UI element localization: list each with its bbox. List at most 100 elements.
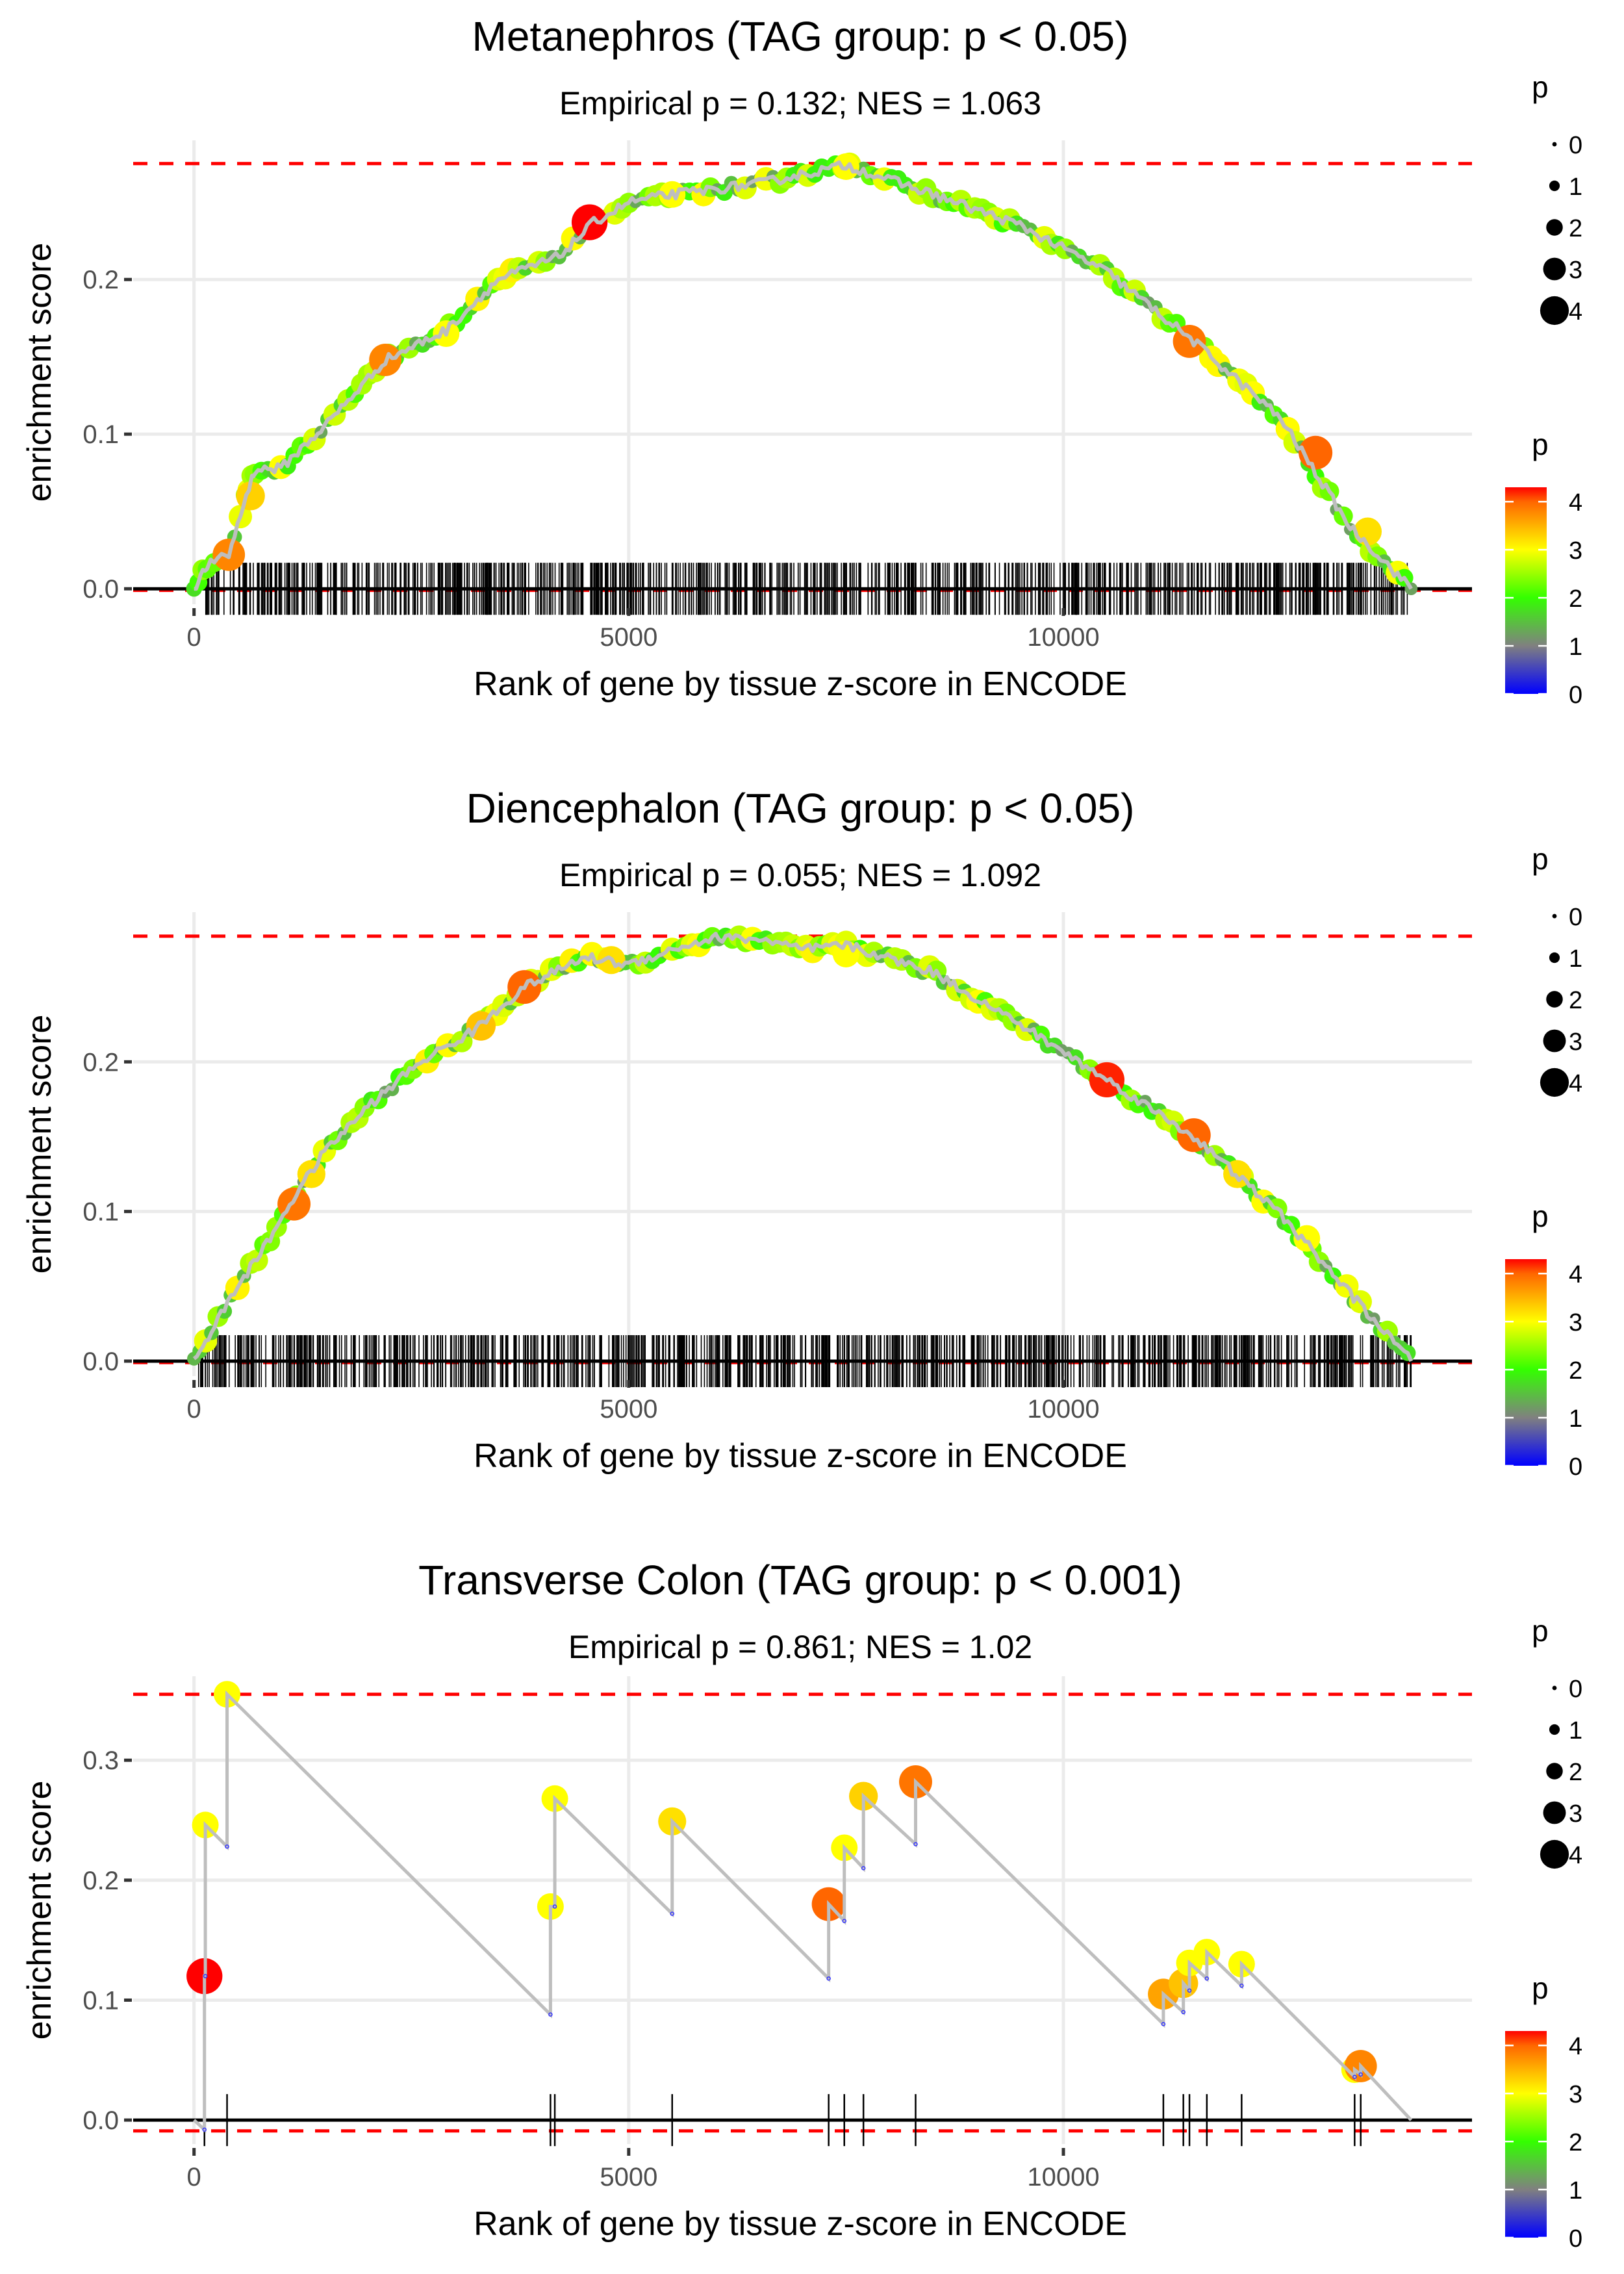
panel-transverse-colon: Transverse Colon (TAG group: p < 0.001) E… — [21, 1557, 1582, 2253]
low-point — [1358, 2072, 1363, 2077]
size-legend-label: 0 — [1569, 904, 1582, 931]
x-tick-label: 10000 — [1027, 1395, 1099, 1424]
color-legend-title: p — [1532, 1971, 1549, 2005]
y-tick-label: 0.1 — [82, 420, 119, 449]
x-tick-label: 10000 — [1027, 623, 1099, 652]
grid-lines — [133, 1676, 1472, 2144]
size-legend-label: 0 — [1569, 132, 1582, 159]
colorbar — [1505, 1259, 1547, 1466]
gene-rug — [197, 1335, 1412, 1387]
size-legend-key — [1546, 1763, 1563, 1780]
color-legend-label: 3 — [1569, 1309, 1582, 1336]
x-tick-label: 5000 — [600, 1395, 657, 1424]
size-legend-label: 1 — [1569, 945, 1582, 973]
chart-title: Diencephalon (TAG group: p < 0.05) — [466, 785, 1135, 832]
low-point — [1187, 1988, 1192, 1993]
color-legend-label: 2 — [1569, 2129, 1582, 2156]
low-point — [670, 1911, 675, 1916]
x-axis-title: Rank of gene by tissue z-score in ENCODE — [474, 2205, 1127, 2243]
color-legend-label: 3 — [1569, 2081, 1582, 2108]
low-point — [1352, 2075, 1357, 2079]
low-point — [1181, 2010, 1186, 2015]
y-axis-title: enrichment score — [21, 243, 58, 502]
y-tick-label: 0.2 — [82, 1867, 119, 1895]
chart-title: Transverse Colon (TAG group: p < 0.001) — [418, 1557, 1182, 1603]
size-legend-label: 2 — [1569, 1759, 1582, 1786]
data-point-highlight — [1293, 1225, 1321, 1252]
color-legend-label: 0 — [1569, 682, 1582, 709]
running-es-line — [192, 932, 1414, 1362]
chart-subtitle: Empirical p = 0.132; NES = 1.063 — [559, 85, 1041, 121]
y-tick-label: 0.2 — [82, 1048, 119, 1077]
low-point — [552, 1904, 557, 1909]
enrichment-series — [187, 925, 1416, 1366]
y-tick-label: 0.3 — [82, 1746, 119, 1775]
y-axis-title: enrichment score — [21, 1015, 58, 1274]
running-es-line — [194, 160, 1413, 591]
size-legend-key — [1552, 1685, 1557, 1691]
size-legend-key — [1549, 1724, 1560, 1735]
color-legend-label: 2 — [1569, 1357, 1582, 1385]
color-legend-label: 1 — [1569, 1405, 1582, 1433]
size-legend-key — [1540, 296, 1569, 326]
color-legend-label: 2 — [1569, 585, 1582, 613]
size-legend-key — [1549, 180, 1560, 192]
running-es-line — [192, 1690, 1413, 2134]
chart-title: Metanephros (TAG group: p < 0.05) — [472, 13, 1129, 60]
size-legend: p 0 1 2 3 4 — [1532, 1614, 1582, 1869]
size-legend-key — [1543, 1029, 1566, 1053]
x-tick-label: 0 — [187, 2163, 201, 2191]
low-point — [202, 2127, 207, 2132]
size-legend-title: p — [1532, 1614, 1549, 1648]
x-tick-label: 5000 — [600, 2163, 657, 2191]
low-point — [826, 1976, 831, 1981]
size-legend-title: p — [1532, 842, 1549, 876]
chart-subtitle: Empirical p = 0.861; NES = 1.02 — [568, 1629, 1032, 1665]
size-legend-label: 4 — [1569, 1842, 1582, 1869]
x-axis-title: Rank of gene by tissue z-score in ENCODE — [474, 665, 1127, 703]
size-legend-key — [1546, 219, 1563, 236]
x-tick-label: 0 — [187, 1395, 201, 1424]
data-point-highlight — [1353, 517, 1382, 546]
gene-rug — [205, 563, 1408, 615]
size-legend-key — [1543, 257, 1566, 281]
x-tick-label: 0 — [187, 623, 201, 652]
size-legend: p 0 1 2 3 4 — [1532, 70, 1582, 326]
y-tick-label: 0.1 — [82, 1198, 119, 1227]
low-point — [1204, 1976, 1210, 1981]
y-tick-label: 0.2 — [82, 266, 119, 294]
low-point — [203, 1974, 208, 1978]
size-legend-label: 4 — [1569, 1070, 1582, 1097]
size-legend-key — [1552, 142, 1557, 147]
color-legend-label: 4 — [1569, 1261, 1582, 1288]
panel-metanephros: Metanephros (TAG group: p < 0.05) Empiric… — [21, 13, 1582, 709]
y-tick-label: 0.0 — [82, 1348, 119, 1376]
low-point — [548, 2012, 553, 2017]
size-legend-label: 3 — [1569, 1028, 1582, 1056]
low-point — [913, 1842, 918, 1846]
size-legend-key — [1540, 1067, 1569, 1097]
size-legend-key — [1543, 1801, 1566, 1824]
low-point — [1161, 2022, 1166, 2026]
color-legend-label: 1 — [1569, 633, 1582, 661]
enrichment-series — [186, 1681, 1413, 2134]
size-legend-label: 0 — [1569, 1676, 1582, 1703]
panel-diencephalon: Diencephalon (TAG group: p < 0.05) Empiri… — [21, 785, 1582, 1481]
color-legend-label: 3 — [1569, 537, 1582, 565]
low-point — [842, 1919, 846, 1923]
y-tick-label: 0.0 — [82, 575, 119, 604]
size-legend-label: 2 — [1569, 215, 1582, 242]
size-legend-key — [1540, 1839, 1569, 1869]
x-tick-label: 10000 — [1027, 2163, 1099, 2191]
size-legend-key — [1546, 991, 1563, 1008]
low-point — [225, 1844, 229, 1849]
size-legend-label: 3 — [1569, 1800, 1582, 1828]
colorbar — [1505, 2031, 1547, 2238]
size-legend-label: 1 — [1569, 173, 1582, 201]
size-legend-label: 4 — [1569, 298, 1582, 326]
low-point — [861, 1866, 866, 1871]
grid-lines — [133, 140, 1472, 604]
